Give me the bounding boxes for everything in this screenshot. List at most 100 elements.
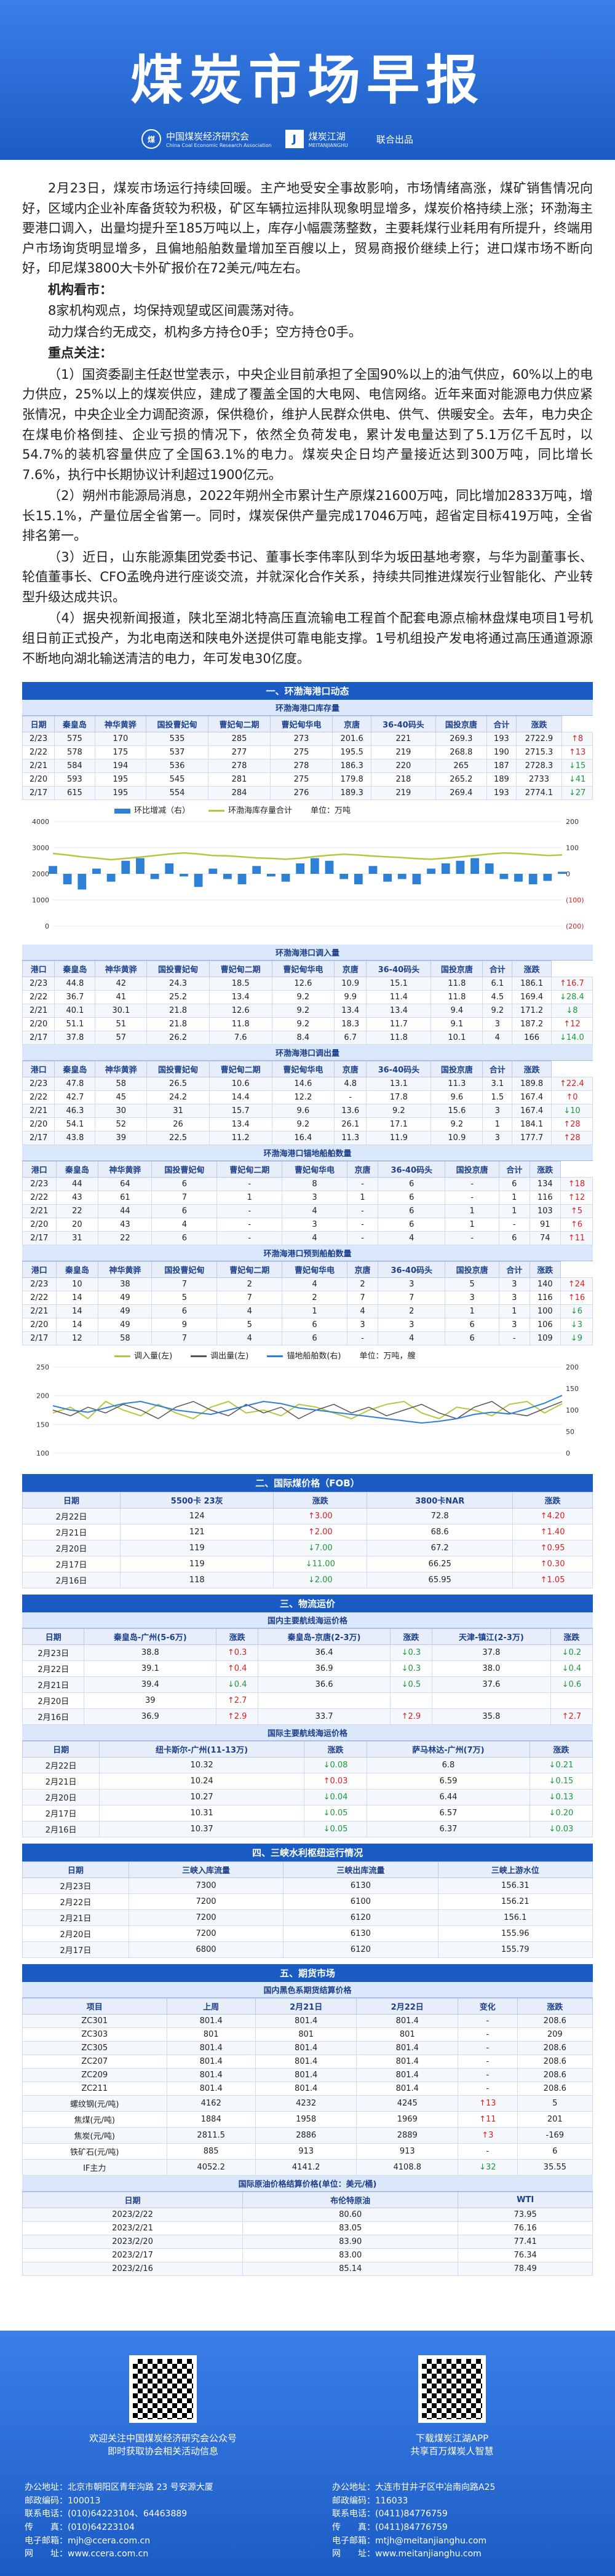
table-cell: 1: [482, 1117, 513, 1132]
qr-code-icon[interactable]: [129, 2355, 197, 2423]
table-cell: 584: [54, 759, 95, 774]
table-title: 国内黑色系期货结算价格: [22, 1982, 593, 1999]
series-line: [52, 852, 563, 861]
table-cell: 13.4: [334, 1004, 367, 1018]
table-row: 2月22日 39.1 ↑0.4 36.9 ↓0.3 38.0 ↓0.4: [22, 1660, 593, 1678]
section-title: 三、物流运价: [22, 1595, 593, 1613]
table-row: ZC207 801.4 801.4 801.4-208.6: [22, 2055, 593, 2069]
table-cell: ↑2.7: [216, 1692, 259, 1710]
table-cell: 36.6: [258, 1676, 391, 1694]
column-header: 萨马林达-广州(7万): [367, 1741, 530, 1758]
table-cell: 195: [94, 772, 146, 787]
table-row: 2/23 10 38 7 2 4 2 3 5 3 140 ↑24: [22, 1277, 593, 1292]
table-cell: 278: [207, 759, 271, 774]
contact-email[interactable]: 电子邮箱：mjh@ccera.com.cn: [25, 2535, 151, 2546]
column-header: 秦皇岛: [55, 1161, 99, 1178]
contact-email[interactable]: 电子邮箱：mtjh@meitanjianghu.com: [332, 2535, 487, 2546]
table-row: 2月17日 6800 6120 155.79: [22, 1941, 593, 1959]
column-header: 5500卡 23灰: [120, 1492, 274, 1509]
column-header: 国投曹妃甸: [151, 1261, 218, 1278]
table-cell: 2月23日: [22, 1877, 129, 1895]
table-cell: 13.4: [366, 1004, 432, 1018]
bar-mark: [281, 874, 290, 882]
table-cell: 7: [151, 1331, 218, 1346]
table-row: 2月20日 7200 6130 155.96: [22, 1925, 593, 1943]
table-cell: ↑13: [458, 2095, 518, 2112]
table-cell: 801.4: [166, 2041, 256, 2056]
table-cell: 20: [55, 1218, 99, 1232]
column-header: 三峡上游水位: [437, 1861, 593, 1879]
table-cell: 2/21: [22, 759, 55, 774]
table-cell: 801: [255, 2027, 357, 2042]
table-cell: 615: [54, 786, 95, 801]
contact-phone: 联系电话：(0411)84776759: [332, 2509, 448, 2519]
table-cell: 801.4: [166, 2014, 256, 2029]
table-cell: 4: [282, 1231, 347, 1246]
table-cell: 36.9: [84, 1708, 217, 1726]
y-tick-label-left: 4000: [32, 818, 49, 826]
table-cell: 36.7: [54, 990, 96, 1005]
table-cell: 43: [98, 1218, 153, 1232]
table-cell: ↓0.4: [216, 1676, 259, 1694]
qr-code-icon[interactable]: [418, 2355, 486, 2423]
flow-chart-svg: 250 200 150 100 200 150 100 50 0: [36, 1363, 579, 1457]
column-header: 秦皇岛: [55, 1261, 99, 1278]
table-cell: 38: [98, 1277, 153, 1292]
table-cell: 4: [346, 1304, 378, 1319]
table-cell: 2: [377, 1304, 446, 1319]
table-cell: ↓0.08: [303, 1757, 368, 1774]
table-cell: 2月20日: [22, 1692, 85, 1710]
table-crude-oil: 日期 布伦特原油 WTI 2023/2/22 80.60 73.95 2023/2/21 83…: [22, 2192, 593, 2277]
table-cell: 177.7: [512, 1131, 552, 1146]
table-cell: 1: [445, 1304, 499, 1319]
column-header: 国投曹妃甸: [146, 961, 210, 978]
column-header: 合计: [498, 1261, 530, 1278]
table-row: 2/17 615 195 554 284 276 189.3 219 269.4 193 2774.…: [22, 786, 593, 801]
ccera-logo-icon: 煤: [141, 129, 161, 149]
table-cell: 7: [346, 1291, 378, 1306]
column-header: 京唐: [332, 716, 372, 733]
table-header-row: 日期 秦皇岛 神华黄骅 国投曹妃甸 曹妃甸二期 曹妃甸华电 京唐 36-40码头 国投京唐 合计涨…: [22, 716, 593, 733]
contact-website[interactable]: 网 址：www.ccera.com.cn: [25, 2549, 149, 2559]
table-cell: ↓0.20: [529, 1805, 593, 1822]
table-cell: 545: [145, 772, 209, 787]
table-cell: 6: [377, 1204, 446, 1219]
table-cell: 铁矿石(元/吨): [22, 2143, 167, 2160]
table-cell: 2月17日: [22, 1556, 121, 1573]
table-cell: 36.4: [258, 1644, 391, 1662]
table-port-stock: 日期 秦皇岛 神华黄骅 国投曹妃甸 曹妃甸二期 曹妃甸华电 京唐 36-40码头 国投京唐 合计涨…: [22, 716, 593, 801]
table-cell: 58: [98, 1331, 153, 1346]
bar-mark: [77, 874, 87, 890]
table-cell: 22: [55, 1204, 99, 1219]
table-cell: 6.8: [367, 1757, 530, 1774]
joint-label: 联合出品: [376, 133, 413, 145]
table-cell: 801.4: [356, 2068, 459, 2083]
table-cell: 17.8: [366, 1090, 432, 1105]
org2-name-en: MEITANJIANGHU: [308, 143, 348, 148]
table-cell: ↓9: [560, 1331, 593, 1346]
table-cell: 39: [84, 1692, 217, 1710]
table-cell: 44: [98, 1204, 153, 1219]
contact-fax: 传 真：(0411)84776759: [332, 2522, 448, 2533]
table-cell: 41: [95, 990, 148, 1005]
table-header-row: 日期 秦皇岛-广州(5-6万) 涨跌 秦皇岛-京唐(2-3万) 涨跌 天津-镇江(2-3万…: [22, 1628, 593, 1646]
y-tick-label-right: 100: [566, 1406, 579, 1414]
table-row: 2月16日 10.37 ↓0.05 6.37 ↓0.03: [22, 1821, 593, 1838]
y-tick-label-right: 200: [566, 818, 579, 826]
table-cell: 277: [207, 745, 271, 760]
table-cell: 209: [517, 2027, 593, 2042]
table-cell: 169.4: [512, 990, 552, 1005]
table-cell: 218: [371, 772, 436, 787]
contact-website[interactable]: 网 址：www.meitanjianghu.com: [332, 2549, 482, 2559]
column-header: 36-40码头: [377, 1161, 446, 1178]
table-cell: 275: [270, 745, 333, 760]
table-cell: 276: [270, 786, 333, 801]
bar-mark: [136, 858, 145, 874]
table-cell: 68.6: [367, 1524, 514, 1541]
bar-mark: [92, 868, 101, 874]
y-tick-label-left: 2000: [32, 870, 49, 878]
table-cell: 57: [95, 1031, 148, 1045]
table-port-inflow: 港口 秦皇岛 神华黄骅 国投曹妃甸 曹妃甸二期 曹妃甸华电 京唐 36-40码头 国投京唐 合计涨…: [22, 961, 593, 1045]
table-cell: 194: [94, 759, 146, 774]
bar-mark: [470, 858, 479, 874]
